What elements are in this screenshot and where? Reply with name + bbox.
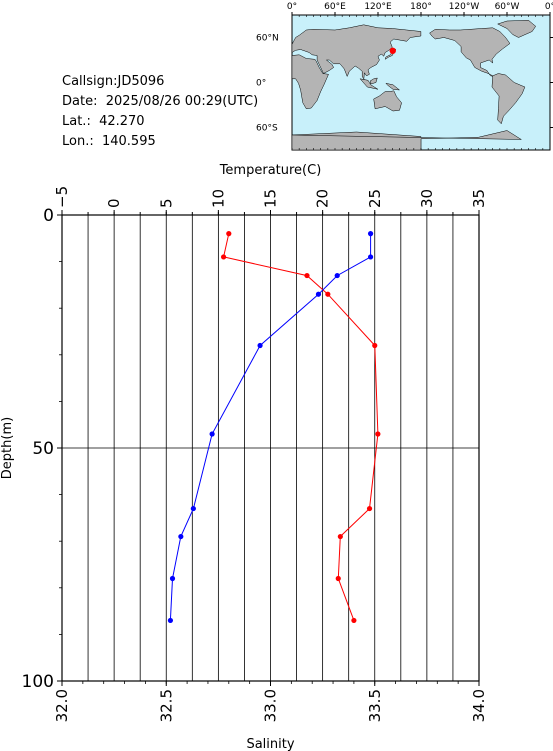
salinity-data-point [367,254,374,260]
land-south-america [491,73,526,125]
depth-tick-label: 50 [32,439,54,459]
temperature-tick-label: 20 [314,189,332,208]
map-lon-label: 120°E [364,2,392,12]
temperature-tick-label: 30 [418,189,436,208]
salinity-data-point [190,505,196,512]
salinity-profile-line [169,233,372,621]
land-greenland [497,20,537,38]
land-australia [373,90,402,112]
temperature-tick-label: 10 [209,189,227,208]
salinity-tick-label: 33.5 [366,689,384,722]
longitude-text: Lon.: 140.595 [62,134,156,149]
map-lon-label: 60°W [495,2,520,12]
station-info: Callsign:JD5096 Date: 2025/08/26 00:29(U… [62,72,258,152]
temperature-data-point [372,342,378,349]
map-lat-label: 0° [256,79,266,89]
map-lon-label: 120°W [449,2,480,12]
salinity-data-point [178,533,184,540]
map-lon-label: 0° [545,2,553,12]
temperature-tick-label: 25 [366,189,384,208]
map-lon-label: 0° [287,2,297,12]
salinity-data-point [169,575,176,582]
location-map: 0° 60°E 120°E 180° 120°W 60°W 0° 60°N 0° 60°S [256,0,553,160]
station-marker [389,47,396,54]
temperature-data-point [304,272,310,279]
map-lon-label: 60°E [324,2,346,12]
temperature-data-point [220,254,227,260]
temperature-data-point [325,291,331,297]
depth-tick-label: 100 [22,672,54,692]
temperature-tick-label: 15 [262,189,280,208]
temperature-data-point [366,505,373,512]
temperature-data-point [351,617,357,624]
depth-axis-label: Depth(m) [0,417,15,479]
salinity-data-point [367,231,374,237]
salinity-tick-label: 32.0 [53,689,71,722]
land-indonesia [359,78,379,90]
land-north-america [429,27,511,77]
salinity-data-point [315,291,322,297]
latitude-text: Lat.: 42.270 [62,114,145,129]
temperature-data-point [226,231,232,237]
temperature-data-point [335,575,341,582]
map-lon-label: 180° [410,2,432,12]
callsign-text: Callsign:JD5096 [62,74,165,89]
map-lat-label: 60°S [256,124,278,134]
land-borneo [369,77,378,85]
temperature-data-point [375,431,381,437]
temperature-axis-label: Temperature(C) [219,163,322,178]
salinity-data-point [167,617,174,624]
salinity-tick-label: 32.5 [157,689,175,722]
depth-tick-label: 0 [43,206,54,226]
temperature-tick-label: 35 [470,189,488,208]
date-text: Date: 2025/08/26 00:29(UTC) [62,94,259,109]
world-map: 0° 60°E 120°E 180° 120°W 60°W 0° 60°N 0° 60°S [256,2,553,151]
land-africa [291,54,329,110]
temperature-data-point [337,533,343,540]
land-new-guinea [385,82,401,91]
temperature-profile-line [223,233,379,621]
temperature-tick-label: −5 [53,186,71,208]
salinity-data-point [257,342,263,349]
land-eurasia [291,24,422,83]
salinity-tick-label: 33.0 [262,689,280,722]
salinity-axis-label: Salinity [246,737,294,751]
salinity-tick-label: 34.0 [470,689,488,722]
salinity-data-point [209,431,215,437]
temperature-tick-label: 5 [157,198,175,208]
temperature-tick-label: 0 [105,198,123,208]
salinity-data-point [334,272,340,279]
map-lat-label: 60°N [256,34,279,44]
